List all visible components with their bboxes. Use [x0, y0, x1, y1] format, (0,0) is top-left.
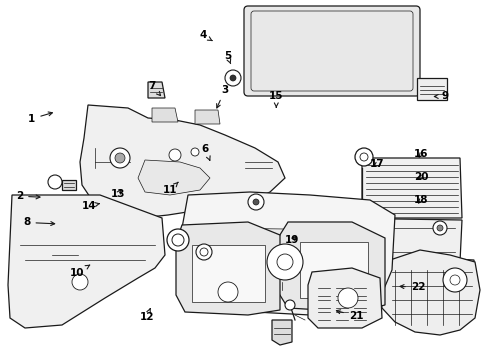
- Circle shape: [72, 274, 88, 290]
- Polygon shape: [209, 228, 359, 295]
- Circle shape: [172, 234, 183, 246]
- Text: 13: 13: [111, 189, 125, 199]
- Polygon shape: [307, 268, 381, 328]
- Circle shape: [354, 148, 372, 166]
- Polygon shape: [195, 110, 220, 124]
- Circle shape: [167, 229, 189, 251]
- Polygon shape: [152, 108, 178, 122]
- Circle shape: [200, 248, 207, 256]
- Polygon shape: [148, 82, 164, 98]
- Text: 20: 20: [413, 172, 428, 182]
- Polygon shape: [278, 222, 384, 312]
- Text: 7: 7: [147, 81, 160, 95]
- Text: 9: 9: [433, 91, 447, 102]
- Text: 19: 19: [285, 235, 299, 246]
- Polygon shape: [361, 158, 461, 218]
- Text: 3: 3: [216, 85, 228, 108]
- FancyBboxPatch shape: [244, 6, 419, 96]
- Polygon shape: [271, 320, 291, 345]
- Polygon shape: [431, 258, 475, 302]
- Polygon shape: [416, 78, 446, 100]
- Polygon shape: [8, 195, 164, 328]
- Text: 2: 2: [16, 191, 40, 201]
- Circle shape: [337, 288, 357, 308]
- Circle shape: [449, 275, 459, 285]
- Circle shape: [285, 300, 294, 310]
- Polygon shape: [299, 242, 367, 298]
- Text: 18: 18: [413, 195, 428, 205]
- Text: 15: 15: [268, 91, 283, 107]
- Circle shape: [266, 244, 303, 280]
- Polygon shape: [192, 245, 264, 302]
- Polygon shape: [182, 192, 394, 315]
- Text: 21: 21: [336, 310, 363, 321]
- Circle shape: [110, 148, 130, 168]
- Circle shape: [229, 75, 236, 81]
- Text: 11: 11: [163, 182, 178, 195]
- Text: 8: 8: [23, 217, 55, 228]
- Circle shape: [252, 199, 259, 205]
- Text: 1: 1: [28, 112, 52, 124]
- Circle shape: [276, 254, 292, 270]
- Text: 12: 12: [139, 309, 154, 322]
- Text: 17: 17: [369, 159, 384, 169]
- Text: 5: 5: [224, 51, 230, 64]
- Circle shape: [115, 153, 125, 163]
- Circle shape: [196, 244, 212, 260]
- Text: 14: 14: [81, 201, 99, 211]
- Circle shape: [247, 194, 264, 210]
- Polygon shape: [379, 250, 479, 335]
- Circle shape: [359, 153, 367, 161]
- Circle shape: [169, 149, 181, 161]
- Polygon shape: [176, 222, 280, 315]
- Circle shape: [432, 221, 446, 235]
- Circle shape: [442, 268, 466, 292]
- Text: 4: 4: [199, 30, 212, 41]
- Circle shape: [224, 70, 241, 86]
- Polygon shape: [80, 105, 285, 218]
- Circle shape: [191, 148, 199, 156]
- Text: 22: 22: [399, 282, 425, 292]
- Text: 16: 16: [413, 149, 428, 159]
- Text: 10: 10: [70, 265, 90, 278]
- Circle shape: [218, 282, 238, 302]
- Polygon shape: [329, 218, 461, 262]
- Text: 6: 6: [202, 144, 210, 160]
- Polygon shape: [62, 180, 76, 190]
- Circle shape: [48, 175, 62, 189]
- Polygon shape: [138, 160, 209, 195]
- Circle shape: [436, 225, 442, 231]
